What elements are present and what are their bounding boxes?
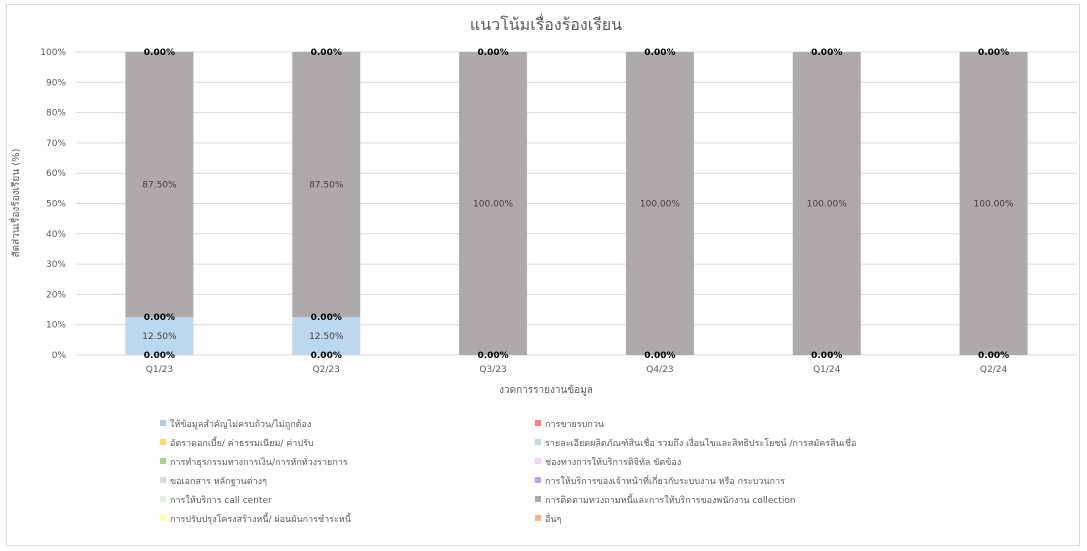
data-label: 12.50% — [309, 332, 344, 342]
y-axis-title: สัดส่วนเรื่องร้องเรียน (%) — [8, 148, 22, 257]
data-label: 0.00% — [477, 351, 508, 361]
y-tick-label: 10% — [46, 321, 66, 331]
legend-label: การติดตามทวงถามหนี้และการให้บริการของพนั… — [545, 493, 796, 506]
y-tick-label: 60% — [46, 169, 66, 179]
legend-label: การทำธุรกรรมทางการเงิน/การหักทั่วงรายการ — [170, 455, 348, 468]
data-label: 0.00% — [311, 313, 342, 323]
legend-swatch — [160, 477, 166, 483]
bar-segment — [792, 52, 861, 355]
x-tick-label: Q4/23 — [646, 365, 673, 375]
data-label: 0.00% — [811, 351, 842, 361]
data-label: 100.00% — [640, 200, 680, 210]
y-axis-ticks: 0% 10% 20% 30% 40% 50% 60% 70% 80% 90% 100% — [40, 48, 66, 361]
legend-swatch — [160, 420, 166, 426]
bar-segment — [125, 52, 194, 318]
data-label: 0.00% — [144, 351, 175, 361]
x-tick-label: Q1/23 — [146, 365, 173, 375]
x-tick-label: Q2/24 — [980, 365, 1008, 375]
data-label: 0.00% — [311, 351, 342, 361]
legend-label: การขายรบกวน — [545, 420, 604, 430]
data-label: 87.50% — [142, 181, 177, 191]
bar-segment — [459, 52, 528, 355]
y-tick-label: 50% — [46, 200, 66, 210]
data-label: 0.00% — [644, 351, 675, 361]
bar-segment — [292, 317, 361, 355]
gridlines — [76, 51, 1077, 356]
data-label: 100.00% — [473, 200, 513, 210]
legend-label: การปรับปรุงโครงสร้างหนี้/ ผ่อนผันการชำระ… — [170, 512, 352, 525]
legend-swatch — [160, 458, 166, 464]
bar-segment — [292, 52, 361, 318]
data-label: 100.00% — [807, 200, 847, 210]
data-label: 0.00% — [477, 48, 508, 58]
bar-segment — [125, 317, 194, 355]
legend-label: การให้บริการ call center — [170, 495, 272, 506]
x-axis-ticks: Q1/23 Q2/23 Q3/23 Q4/23 Q1/24 Q2/24 — [146, 365, 1008, 375]
bar-segment — [959, 52, 1028, 355]
data-label: 0.00% — [978, 48, 1009, 58]
data-label: 0.00% — [144, 313, 175, 323]
legend-label: อัตราดอกเบี้ย/ ค่าธรรมเนียม/ ค่าปรับ — [170, 436, 314, 449]
y-tick-label: 40% — [46, 230, 66, 240]
legend-swatch — [535, 515, 541, 521]
data-label: 0.00% — [144, 48, 175, 58]
x-axis-title: งวดการรายงานข้อมูล — [499, 384, 593, 396]
data-label: 0.00% — [811, 48, 842, 58]
y-tick-label: 30% — [46, 260, 66, 270]
legend-label: ให้ข้อมูลสำคัญไม่ครบถ้วน/ไม่ถูกต้อง — [170, 419, 311, 430]
data-label: 87.50% — [309, 181, 344, 191]
legend-swatch — [535, 496, 541, 502]
legend-swatch — [160, 515, 166, 521]
data-label: 0.00% — [978, 351, 1009, 361]
legend-label: ช่องทางการให้บริการดิจิทัล ขัดข้อง — [545, 457, 681, 468]
bar-segment — [625, 52, 694, 355]
legend-swatch — [535, 420, 541, 426]
legend-label: รายละเอียดผลิตภัณฑ์สินเชื่อ รวมถึง เงื่อ… — [545, 436, 856, 449]
legend-swatch — [535, 458, 541, 464]
legend-label: ขอเอกสาร หลักฐานต่างๆ — [170, 477, 267, 487]
legend-label: การให้บริการของเจ้าหน้าที่เกี่ยวกับระบบง… — [545, 474, 785, 487]
legend-swatch — [535, 477, 541, 483]
legend-swatch — [160, 496, 166, 502]
bars — [125, 52, 1028, 355]
y-tick-label: 70% — [46, 139, 66, 149]
data-label: 0.00% — [311, 48, 342, 58]
y-tick-label: 20% — [46, 290, 66, 300]
chart-title: แนวโน้มเรื่องร้องเรียน — [470, 13, 622, 34]
legend-swatch — [160, 439, 166, 445]
x-tick-label: Q2/23 — [313, 365, 340, 375]
x-tick-label: Q1/24 — [813, 365, 841, 375]
y-tick-label: 0% — [52, 351, 67, 361]
y-tick-label: 100% — [40, 48, 66, 58]
data-label: 12.50% — [142, 332, 177, 342]
x-tick-label: Q3/23 — [479, 365, 506, 375]
data-labels: 0.00% 0.00% 12.50% 0.00% 87.50% 0.00% 0.00% 12.… — [142, 48, 1014, 361]
data-label: 100.00% — [974, 200, 1014, 210]
legend-label: อื่นๆ — [545, 512, 562, 525]
legend-swatch — [535, 439, 541, 445]
y-tick-label: 80% — [46, 109, 66, 119]
data-label: 0.00% — [644, 48, 675, 58]
y-tick-label: 90% — [46, 78, 66, 88]
legend: ให้ข้อมูลสำคัญไม่ครบถ้วน/ไม่ถูกต้อง การขา… — [160, 419, 856, 525]
